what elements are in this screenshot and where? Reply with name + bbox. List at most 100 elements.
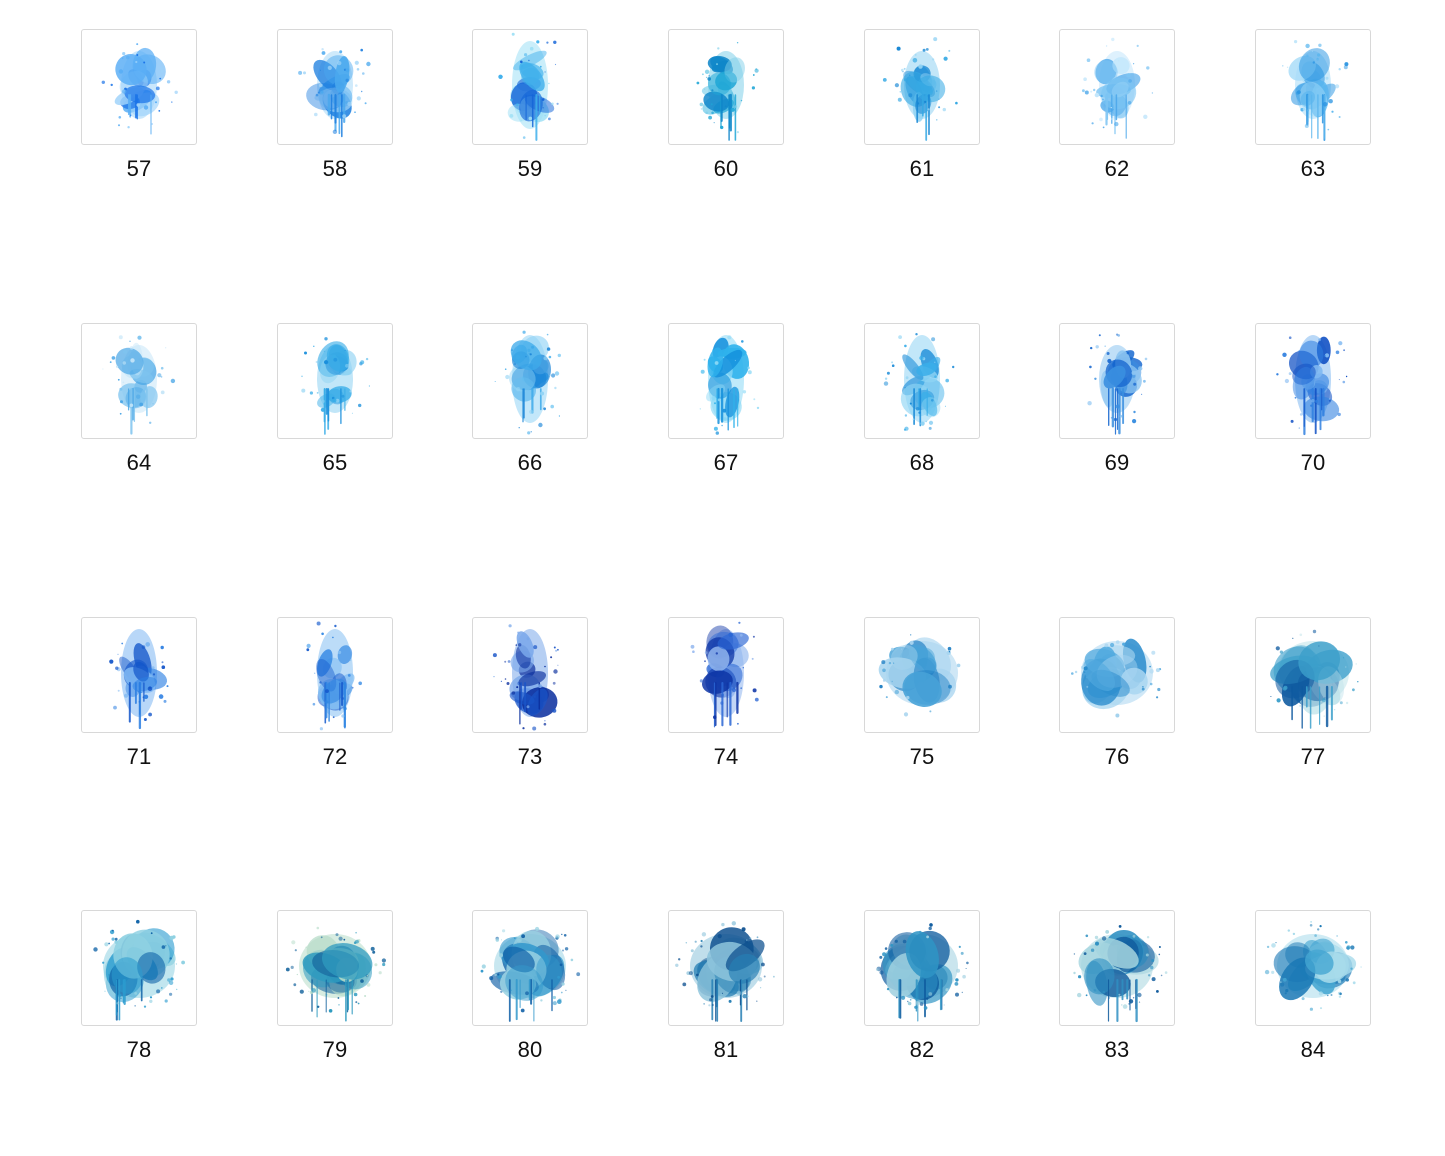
thumbnail-item[interactable]: 76 <box>1059 617 1175 770</box>
thumbnail-number-label: 60 <box>713 156 739 181</box>
thumbnail-item[interactable]: 58 <box>277 29 393 182</box>
watercolor-splash-thumbnail[interactable] <box>472 323 588 439</box>
watercolor-splash-thumbnail[interactable] <box>864 323 980 439</box>
watercolor-splash-image <box>306 621 362 731</box>
watercolor-splash-thumbnail[interactable] <box>864 29 980 145</box>
watercolor-splash-thumbnail[interactable] <box>1059 29 1175 145</box>
watercolor-splash-image <box>882 37 958 141</box>
thumbnail-number-label: 67 <box>713 450 739 475</box>
thumbnail-number-label: 66 <box>517 450 543 475</box>
watercolor-splash-image <box>883 333 955 431</box>
watercolor-splash-thumbnail[interactable] <box>668 910 784 1026</box>
thumbnail-item[interactable]: 81 <box>668 910 784 1063</box>
watercolor-splash-thumbnail[interactable] <box>1255 323 1371 439</box>
watercolor-splash-image <box>675 921 775 1022</box>
watercolor-splash-image <box>285 926 386 1022</box>
watercolor-splash-image <box>101 43 178 135</box>
watercolor-splash-image <box>1270 629 1359 729</box>
watercolor-splash-image <box>699 335 760 435</box>
thumbnail-item[interactable]: 74 <box>668 617 784 770</box>
thumbnail-item[interactable]: 65 <box>277 323 393 476</box>
watercolor-splash-thumbnail[interactable] <box>81 617 197 733</box>
watercolor-splash-thumbnail[interactable] <box>1255 910 1371 1026</box>
watercolor-splash-thumbnail[interactable] <box>864 617 980 733</box>
watercolor-splash-image <box>690 621 759 728</box>
watercolor-splash-image <box>1087 333 1148 435</box>
thumbnail-number-label: 76 <box>1104 744 1130 769</box>
thumbnail-item[interactable]: 84 <box>1255 910 1371 1063</box>
watercolor-splash-thumbnail[interactable] <box>668 323 784 439</box>
thumbnail-item[interactable]: 59 <box>472 29 588 182</box>
watercolor-splash-thumbnail[interactable] <box>1059 617 1175 733</box>
watercolor-splash-thumbnail[interactable] <box>472 617 588 733</box>
thumbnail-item[interactable]: 77 <box>1255 617 1371 770</box>
watercolor-splash-thumbnail[interactable] <box>81 323 197 439</box>
thumbnail-number-label: 70 <box>1300 450 1326 475</box>
watercolor-splash-thumbnail[interactable] <box>277 617 393 733</box>
watercolor-splash-thumbnail[interactable] <box>1059 323 1175 439</box>
watercolor-splash-thumbnail[interactable] <box>668 617 784 733</box>
watercolor-splash-image <box>480 926 581 1022</box>
thumbnail-item[interactable]: 73 <box>472 617 588 770</box>
watercolor-splash-thumbnail[interactable] <box>1059 910 1175 1026</box>
thumbnail-number-label: 72 <box>322 744 348 769</box>
watercolor-splash-thumbnail[interactable] <box>668 29 784 145</box>
thumbnail-number-label: 57 <box>126 156 152 181</box>
thumbnail-number-label: 58 <box>322 156 348 181</box>
thumbnail-number-label: 69 <box>1104 450 1130 475</box>
thumbnail-item[interactable]: 63 <box>1255 29 1371 182</box>
thumbnail-number-label: 83 <box>1104 1037 1130 1062</box>
thumbnail-number-label: 82 <box>909 1037 935 1062</box>
watercolor-splash-thumbnail[interactable] <box>81 29 197 145</box>
watercolor-splash-image <box>93 919 185 1021</box>
thumbnail-item[interactable]: 69 <box>1059 323 1175 476</box>
thumbnail-item[interactable]: 70 <box>1255 323 1371 476</box>
thumbnail-number-label: 80 <box>517 1037 543 1062</box>
thumbnail-item[interactable]: 83 <box>1059 910 1175 1063</box>
thumbnail-number-label: 61 <box>909 156 935 181</box>
watercolor-splash-image <box>696 42 759 141</box>
watercolor-splash-image <box>498 32 559 141</box>
thumbnail-item[interactable]: 80 <box>472 910 588 1063</box>
thumbnail-number-label: 79 <box>322 1037 348 1062</box>
thumbnail-item[interactable]: 82 <box>864 910 980 1063</box>
thumbnail-item[interactable]: 57 <box>81 29 197 182</box>
watercolor-splash-thumbnail[interactable] <box>277 910 393 1026</box>
thumbnail-item[interactable]: 66 <box>472 323 588 476</box>
thumbnail-number-label: 77 <box>1300 744 1326 769</box>
watercolor-splash-image <box>1082 37 1154 139</box>
watercolor-splash-thumbnail[interactable] <box>472 910 588 1026</box>
thumbnail-item[interactable]: 62 <box>1059 29 1175 182</box>
watercolor-splash-image <box>494 330 561 435</box>
watercolor-splash-image <box>102 335 176 435</box>
watercolor-splash-thumbnail[interactable] <box>1255 617 1371 733</box>
thumbnail-number-label: 81 <box>713 1037 739 1062</box>
watercolor-splash-image <box>1071 638 1162 718</box>
watercolor-splash-thumbnail[interactable] <box>1255 29 1371 145</box>
watercolor-splash-thumbnail[interactable] <box>81 910 197 1026</box>
thumbnail-item[interactable]: 60 <box>668 29 784 182</box>
watercolor-splash-image <box>878 634 961 717</box>
thumbnail-item[interactable]: 67 <box>668 323 784 476</box>
watercolor-splash-image <box>1276 335 1348 436</box>
thumbnail-number-label: 59 <box>517 156 543 181</box>
thumbnail-item[interactable]: 75 <box>864 617 980 770</box>
thumbnail-number-label: 63 <box>1300 156 1326 181</box>
thumbnail-item[interactable]: 71 <box>81 617 197 770</box>
thumbnail-number-label: 84 <box>1300 1037 1326 1062</box>
thumbnail-number-label: 78 <box>126 1037 152 1062</box>
thumbnail-item[interactable]: 68 <box>864 323 980 476</box>
watercolor-splash-thumbnail[interactable] <box>277 323 393 439</box>
thumbnail-item[interactable]: 79 <box>277 910 393 1063</box>
thumbnail-item[interactable]: 64 <box>81 323 197 476</box>
thumbnail-item[interactable]: 78 <box>81 910 197 1063</box>
thumbnail-item[interactable]: 61 <box>864 29 980 182</box>
watercolor-splash-image <box>492 624 559 731</box>
thumbnail-number-label: 65 <box>322 450 348 475</box>
watercolor-splash-thumbnail[interactable] <box>472 29 588 145</box>
thumbnail-item[interactable]: 72 <box>277 617 393 770</box>
watercolor-splash-thumbnail[interactable] <box>277 29 393 145</box>
watercolor-splash-thumbnail[interactable] <box>864 910 980 1026</box>
watercolor-splash-image <box>109 629 169 730</box>
